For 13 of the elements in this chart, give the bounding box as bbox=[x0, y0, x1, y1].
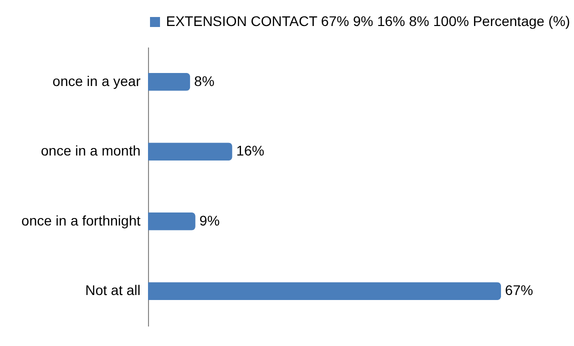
data-label: 67% bbox=[505, 282, 534, 298]
bar bbox=[148, 282, 502, 300]
bar bbox=[148, 142, 232, 161]
bar bbox=[148, 72, 190, 91]
data-label: 16% bbox=[236, 142, 264, 159]
bar bbox=[148, 212, 196, 230]
y-tick-label: once in a forthnight bbox=[21, 212, 141, 228]
legend-label: EXTENSION CONTACT 67% 9% 16% 8% 100% Percentage (%) bbox=[166, 13, 570, 29]
data-label: 8% bbox=[194, 72, 214, 89]
data-label: 9% bbox=[199, 212, 220, 228]
y-tick-label: once in a month bbox=[40, 142, 140, 159]
y-tick-label: Not at all bbox=[85, 282, 140, 298]
y-tick-label: once in a year bbox=[52, 72, 141, 89]
